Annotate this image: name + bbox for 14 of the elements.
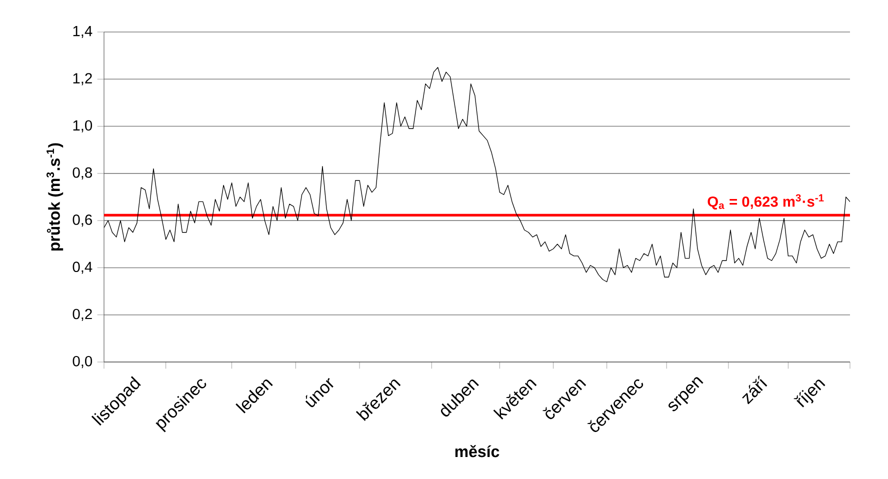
x-tick-label: říjen [794,380,826,408]
x-axis-title: měsíc [455,445,500,458]
y-axis-title: průtok (m$^{3}$.s$^{-1}$) [46,143,64,251]
line-series [104,67,850,282]
y-tick-label: 0,8 [72,167,92,180]
y-tick-label: 0,4 [72,262,92,274]
y-tick-label: 1,4 [73,26,92,38]
x-tick-label: září [742,375,768,404]
y-tick-label: 0,0 [72,356,92,368]
ref-line-label: Q$_{a}$ = 0,623 m$^{3}$·s$^{-1}$ [708,194,824,210]
y-tick-label: 0,2 [72,308,92,321]
y-tick-label: 1,0 [73,120,92,132]
y-tick-label: 0,6 [72,214,92,227]
y-tick-label: 1,2 [73,73,92,86]
